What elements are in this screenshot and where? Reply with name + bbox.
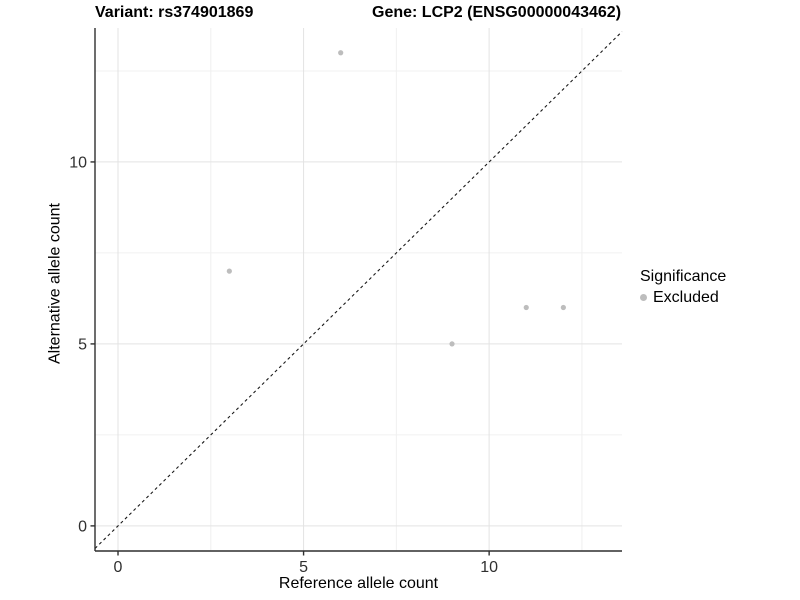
scatter-point [338,50,344,56]
y-tick-label: 5 [78,336,87,353]
legend-entry-label: Excluded [653,289,719,306]
scatter-point [523,304,529,311]
scatter-point [226,268,232,274]
legend: Significance Excluded [640,267,726,307]
y-tick-label: 0 [78,518,87,535]
x-tick-label: 0 [114,559,123,576]
legend-entry-excluded: Excluded [640,288,726,307]
identity-dashed-line [94,31,623,549]
y-tick-label: 10 [69,154,87,171]
y-axis-label: Alternative allele count [46,203,64,364]
scatter-point [560,304,566,311]
plot-title-gene: Gene: LCP2 (ENSG00000043462) [372,4,622,21]
x-tick-label: 10 [480,559,498,576]
legend-title: Significance [640,268,727,285]
x-tick-label: 5 [299,559,308,576]
x-axis-label: Reference allele count [278,575,439,592]
scatter-point [449,341,455,347]
legend-point-icon [640,294,647,301]
plot-title-variant: Variant: rs374901869 [95,4,254,21]
